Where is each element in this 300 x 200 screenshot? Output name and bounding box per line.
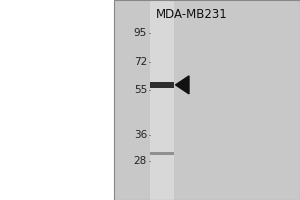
Bar xyxy=(114,0,300,200)
Text: 36: 36 xyxy=(134,130,147,140)
Text: 28: 28 xyxy=(134,156,147,166)
Bar xyxy=(150,82,174,88)
Bar xyxy=(150,0,174,200)
Text: 72: 72 xyxy=(134,57,147,67)
Text: 95: 95 xyxy=(134,28,147,38)
Text: 55: 55 xyxy=(134,85,147,95)
Text: MDA-MB231: MDA-MB231 xyxy=(156,8,228,21)
Bar xyxy=(150,152,174,155)
Polygon shape xyxy=(176,76,189,94)
Bar xyxy=(114,0,300,200)
